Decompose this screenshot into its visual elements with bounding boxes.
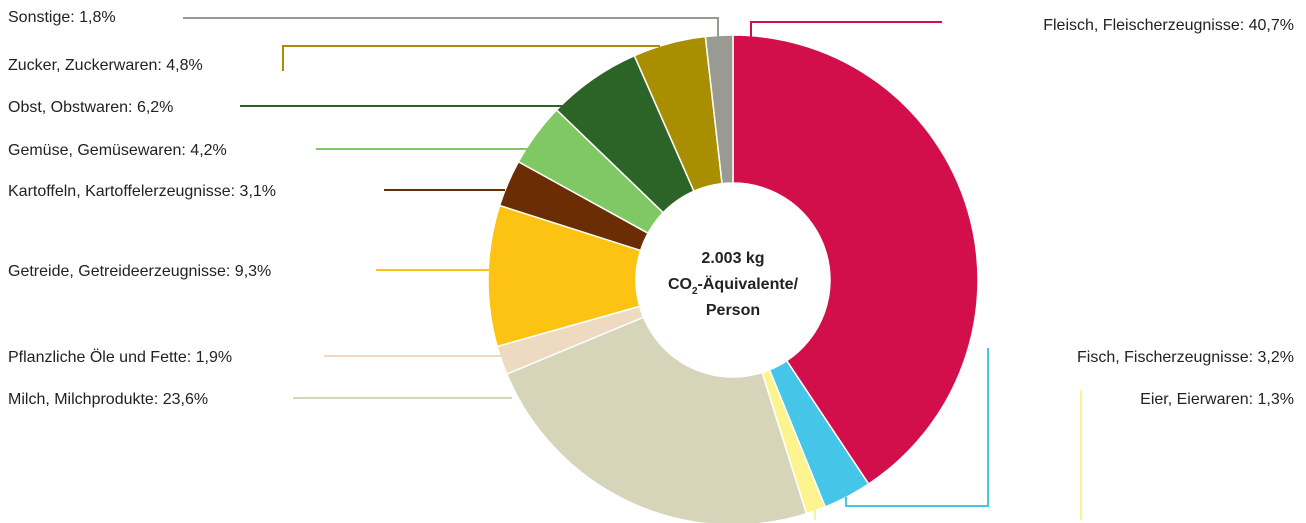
slices-group bbox=[487, 34, 979, 523]
center-label-line2: CO2-Äquivalente/ bbox=[668, 275, 799, 297]
center-label-line1: 2.003 kg bbox=[701, 250, 764, 267]
label-zucker-zuckerwaren: Zucker, Zuckerwaren: 4,8% bbox=[8, 57, 203, 74]
slice-labels-group: Fleisch, Fleischerzeugnisse: 40,7% Fisch,… bbox=[8, 9, 1294, 408]
label-milch-milchprodukte: Milch, Milchprodukte: 23,6% bbox=[8, 391, 208, 408]
label-sonstige: Sonstige: 1,8% bbox=[8, 9, 116, 26]
label-obst-obstwaren: Obst, Obstwaren: 6,2% bbox=[8, 99, 173, 116]
label-fisch-fischerzeugnisse: Fisch, Fischerzeugnisse: 3,2% bbox=[1077, 349, 1294, 366]
label-pflanzliche-oele-und-fette: Pflanzliche Öle und Fette: 1,9% bbox=[8, 348, 232, 366]
label-getreide-getreideerzeugnisse: Getreide, Getreideerzeugnisse: 9,3% bbox=[8, 263, 271, 280]
donut-hole bbox=[636, 183, 830, 377]
leader-lines-group bbox=[183, 17, 1082, 520]
center-label-line3: Person bbox=[706, 302, 760, 319]
label-kartoffeln-kartoffelerzeugnisse: Kartoffeln, Kartoffelerzeugnisse: 3,1% bbox=[8, 183, 276, 200]
leader-line-zucker-zuckerwaren bbox=[282, 45, 660, 71]
label-eier-eierwaren: Eier, Eierwaren: 1,3% bbox=[1140, 391, 1294, 408]
leader-line-sonstige bbox=[183, 17, 719, 37]
label-gemuese-gemuesewaren: Gemüse, Gemüsewaren: 4,2% bbox=[8, 142, 227, 159]
label-fleisch-fleischerzeugnisse: Fleisch, Fleischerzeugnisse: 40,7% bbox=[1043, 17, 1294, 34]
leader-line-fisch-fischerzeugnisse bbox=[845, 348, 989, 507]
leader-line-fleisch-fleischerzeugnisse bbox=[750, 21, 942, 37]
